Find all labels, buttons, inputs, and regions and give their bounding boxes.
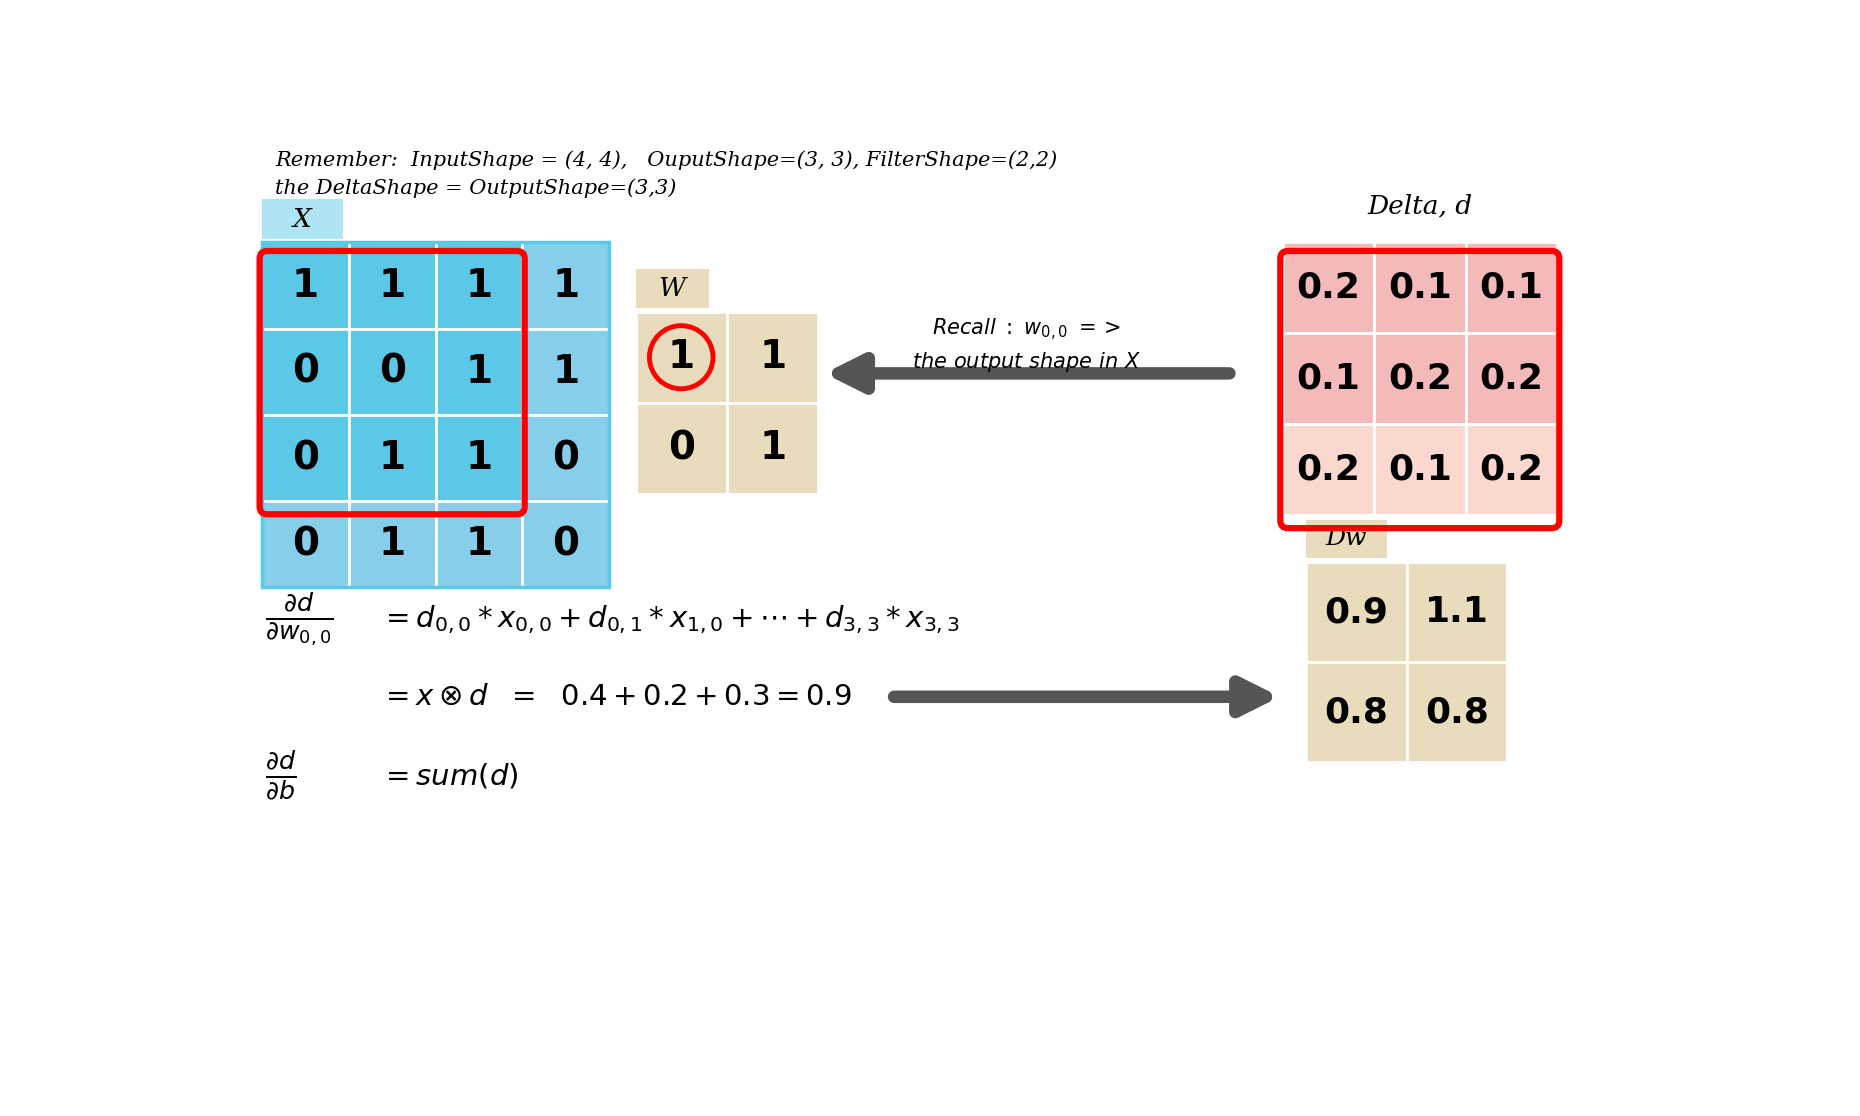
FancyBboxPatch shape	[1466, 334, 1557, 424]
Text: $= sum(d)$: $= sum(d)$	[379, 761, 519, 790]
Text: 0: 0	[552, 526, 578, 564]
FancyBboxPatch shape	[1283, 424, 1375, 516]
FancyBboxPatch shape	[1466, 424, 1557, 516]
FancyBboxPatch shape	[262, 242, 348, 329]
Text: $\frac{\partial d}{\partial b}$: $\frac{\partial d}{\partial b}$	[264, 749, 296, 804]
Text: 1: 1	[552, 353, 578, 391]
Text: 0: 0	[292, 439, 318, 478]
Text: 0.8: 0.8	[1324, 695, 1388, 729]
Text: 0.9: 0.9	[1324, 595, 1388, 629]
Text: 0: 0	[552, 439, 578, 478]
Text: Remember:  InputShape = (4, 4),   OuputShape=(3, 3), FilterShape=(2,2): Remember: InputShape = (4, 4), OuputShap…	[275, 151, 1056, 170]
FancyBboxPatch shape	[1406, 562, 1507, 662]
FancyBboxPatch shape	[636, 269, 709, 308]
FancyBboxPatch shape	[1375, 334, 1466, 424]
Text: 1: 1	[292, 267, 318, 305]
FancyBboxPatch shape	[1375, 242, 1466, 334]
FancyBboxPatch shape	[727, 311, 818, 403]
Text: 1: 1	[759, 429, 787, 468]
Text: 1.1: 1.1	[1425, 595, 1490, 629]
FancyBboxPatch shape	[727, 403, 818, 493]
Text: 0.2: 0.2	[1479, 362, 1544, 396]
Text: 1: 1	[759, 338, 787, 376]
FancyBboxPatch shape	[523, 242, 608, 329]
Text: 1: 1	[465, 267, 493, 305]
Text: 1: 1	[465, 439, 493, 478]
Text: $\it{Recall}$ $\it{:}$ $w_{0,0}$ $\it{=>}$: $\it{Recall}$ $\it{:}$ $w_{0,0}$ $\it{=>…	[932, 317, 1122, 343]
FancyBboxPatch shape	[435, 329, 523, 415]
FancyBboxPatch shape	[1466, 242, 1557, 334]
Text: $\frac{\partial d}{\partial w_{0,0}}$: $\frac{\partial d}{\partial w_{0,0}}$	[264, 590, 333, 648]
Text: 0: 0	[379, 353, 405, 391]
Text: $\it{the\ output\ shape\ in\ X}$: $\it{the\ output\ shape\ in\ X}$	[913, 349, 1142, 374]
FancyBboxPatch shape	[523, 329, 608, 415]
FancyBboxPatch shape	[1406, 662, 1507, 762]
Text: W: W	[658, 276, 686, 301]
Text: 0.2: 0.2	[1388, 362, 1453, 396]
FancyBboxPatch shape	[523, 501, 608, 587]
Text: 0: 0	[292, 353, 318, 391]
FancyBboxPatch shape	[636, 403, 727, 493]
FancyBboxPatch shape	[262, 415, 348, 501]
FancyBboxPatch shape	[262, 200, 344, 240]
Text: 1: 1	[668, 338, 696, 376]
Text: 0: 0	[292, 526, 318, 564]
Text: 0.1: 0.1	[1296, 362, 1360, 396]
Text: 0.1: 0.1	[1388, 271, 1453, 305]
Text: 0.2: 0.2	[1479, 453, 1544, 487]
Text: 0.8: 0.8	[1425, 695, 1490, 729]
Text: 0.2: 0.2	[1296, 453, 1360, 487]
Text: 1: 1	[379, 439, 405, 478]
FancyBboxPatch shape	[1306, 662, 1406, 762]
Text: X: X	[292, 206, 312, 232]
Text: $= x \otimes d\ \ =\ \ 0.4 + 0.2 + 0.3 = 0.9$: $= x \otimes d\ \ =\ \ 0.4 + 0.2 + 0.3 =…	[379, 683, 852, 711]
Text: 0.2: 0.2	[1296, 271, 1360, 305]
FancyBboxPatch shape	[435, 242, 523, 329]
FancyBboxPatch shape	[348, 501, 435, 587]
FancyBboxPatch shape	[262, 329, 348, 415]
FancyBboxPatch shape	[1283, 334, 1375, 424]
FancyBboxPatch shape	[1306, 520, 1388, 558]
FancyBboxPatch shape	[435, 501, 523, 587]
FancyBboxPatch shape	[523, 415, 608, 501]
FancyBboxPatch shape	[262, 501, 348, 587]
FancyBboxPatch shape	[1283, 242, 1557, 516]
Text: 1: 1	[379, 267, 405, 305]
Text: 0.1: 0.1	[1388, 453, 1453, 487]
FancyBboxPatch shape	[348, 242, 435, 329]
Text: Dw: Dw	[1326, 528, 1367, 550]
FancyBboxPatch shape	[1375, 424, 1466, 516]
Text: Delta, d: Delta, d	[1367, 193, 1473, 218]
Text: 1: 1	[379, 526, 405, 564]
FancyBboxPatch shape	[348, 329, 435, 415]
Text: 0: 0	[668, 429, 696, 468]
Text: the DeltaShape = OutputShape=(3,3): the DeltaShape = OutputShape=(3,3)	[275, 179, 677, 199]
FancyBboxPatch shape	[348, 415, 435, 501]
Text: $= d_{0,0} * x_{0,0} + d_{0,1} * x_{1,0} + \cdots + d_{3,3} * x_{3,3}$: $= d_{0,0} * x_{0,0} + d_{0,1} * x_{1,0}…	[379, 604, 960, 636]
Text: 1: 1	[465, 353, 493, 391]
Text: 1: 1	[465, 526, 493, 564]
Text: 1: 1	[552, 267, 578, 305]
Text: 0.1: 0.1	[1479, 271, 1544, 305]
FancyBboxPatch shape	[435, 415, 523, 501]
FancyBboxPatch shape	[1306, 562, 1406, 662]
FancyBboxPatch shape	[1283, 242, 1375, 334]
FancyBboxPatch shape	[636, 311, 727, 403]
